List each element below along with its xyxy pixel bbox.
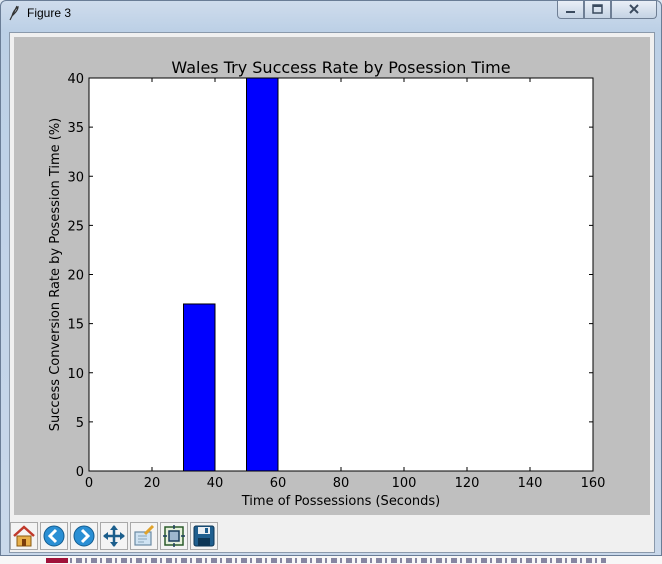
figure-canvas: 0 20 40 60 80 100 120 140 160 0 5 10 15 20 25 30 35 40 Wal… (14, 37, 650, 515)
title-bar[interactable]: Figure 3 (1, 1, 661, 27)
pan-arrows-icon (103, 525, 125, 547)
x-tick-label-3: 60 (270, 476, 287, 491)
pan-button[interactable] (100, 522, 128, 550)
y-axis-label: Success Conversion Rate by Posession Tim… (48, 118, 63, 432)
subplots-icon (163, 525, 185, 547)
minimize-button[interactable] (557, 1, 584, 19)
maximize-icon (592, 4, 603, 14)
minimize-icon (566, 11, 575, 13)
zoom-rect-icon (134, 524, 155, 546)
close-button[interactable] (611, 1, 657, 19)
maximize-button[interactable] (584, 1, 611, 19)
y-tick-label-2: 10 (67, 367, 84, 382)
save-button[interactable] (190, 522, 218, 550)
x-tick-label-7: 140 (518, 476, 543, 491)
home-button[interactable] (10, 522, 38, 550)
x-tick-label-5: 100 (392, 476, 417, 491)
window-title: Figure 3 (27, 6, 72, 20)
close-icon (629, 4, 639, 14)
window-client-area: 0 20 40 60 80 100 120 140 160 0 5 10 15 20 25 30 35 40 Wal… (9, 32, 655, 553)
y-tick-label-5: 25 (67, 219, 84, 234)
bar-chart: 0 20 40 60 80 100 120 140 160 0 5 10 15 20 25 30 35 40 Wal… (48, 58, 606, 509)
y-tick-label-7: 35 (67, 121, 84, 136)
forward-arrow-icon (73, 525, 95, 547)
save-disk-icon (193, 525, 215, 547)
configure-subplots-button[interactable] (160, 522, 188, 550)
background-accent (46, 558, 68, 563)
y-tick-label-1: 5 (76, 416, 84, 431)
background-window-edge (0, 556, 662, 564)
back-button[interactable] (40, 522, 68, 550)
x-tick-label-1: 20 (144, 476, 161, 491)
x-tick-label-0: 0 (85, 476, 93, 491)
y-tick-label-4: 20 (67, 269, 84, 284)
back-arrow-icon (43, 525, 65, 547)
x-axis-label: Time of Possessions (Seconds) (241, 494, 441, 509)
x-tick-label-2: 40 (207, 476, 224, 491)
x-tick-label-8: 160 (581, 476, 606, 491)
y-tick-label-8: 40 (67, 72, 84, 87)
y-tick-label-0: 0 (76, 465, 84, 480)
y-tick-label-3: 15 (67, 318, 84, 333)
feather-icon (9, 5, 19, 21)
chart-title: Wales Try Success Rate by Posession Time (171, 58, 510, 77)
forward-button[interactable] (70, 522, 98, 550)
bar-1 (246, 77, 279, 472)
x-tick-label-4: 80 (333, 476, 350, 491)
plot-area (89, 78, 593, 471)
zoom-button[interactable] (130, 522, 158, 550)
background-text-fragment (46, 558, 606, 563)
navigation-toolbar (10, 519, 654, 553)
y-tick-label-6: 30 (67, 170, 84, 185)
bar-0 (183, 303, 216, 472)
home-icon (13, 525, 35, 547)
x-tick-label-6: 120 (455, 476, 480, 491)
